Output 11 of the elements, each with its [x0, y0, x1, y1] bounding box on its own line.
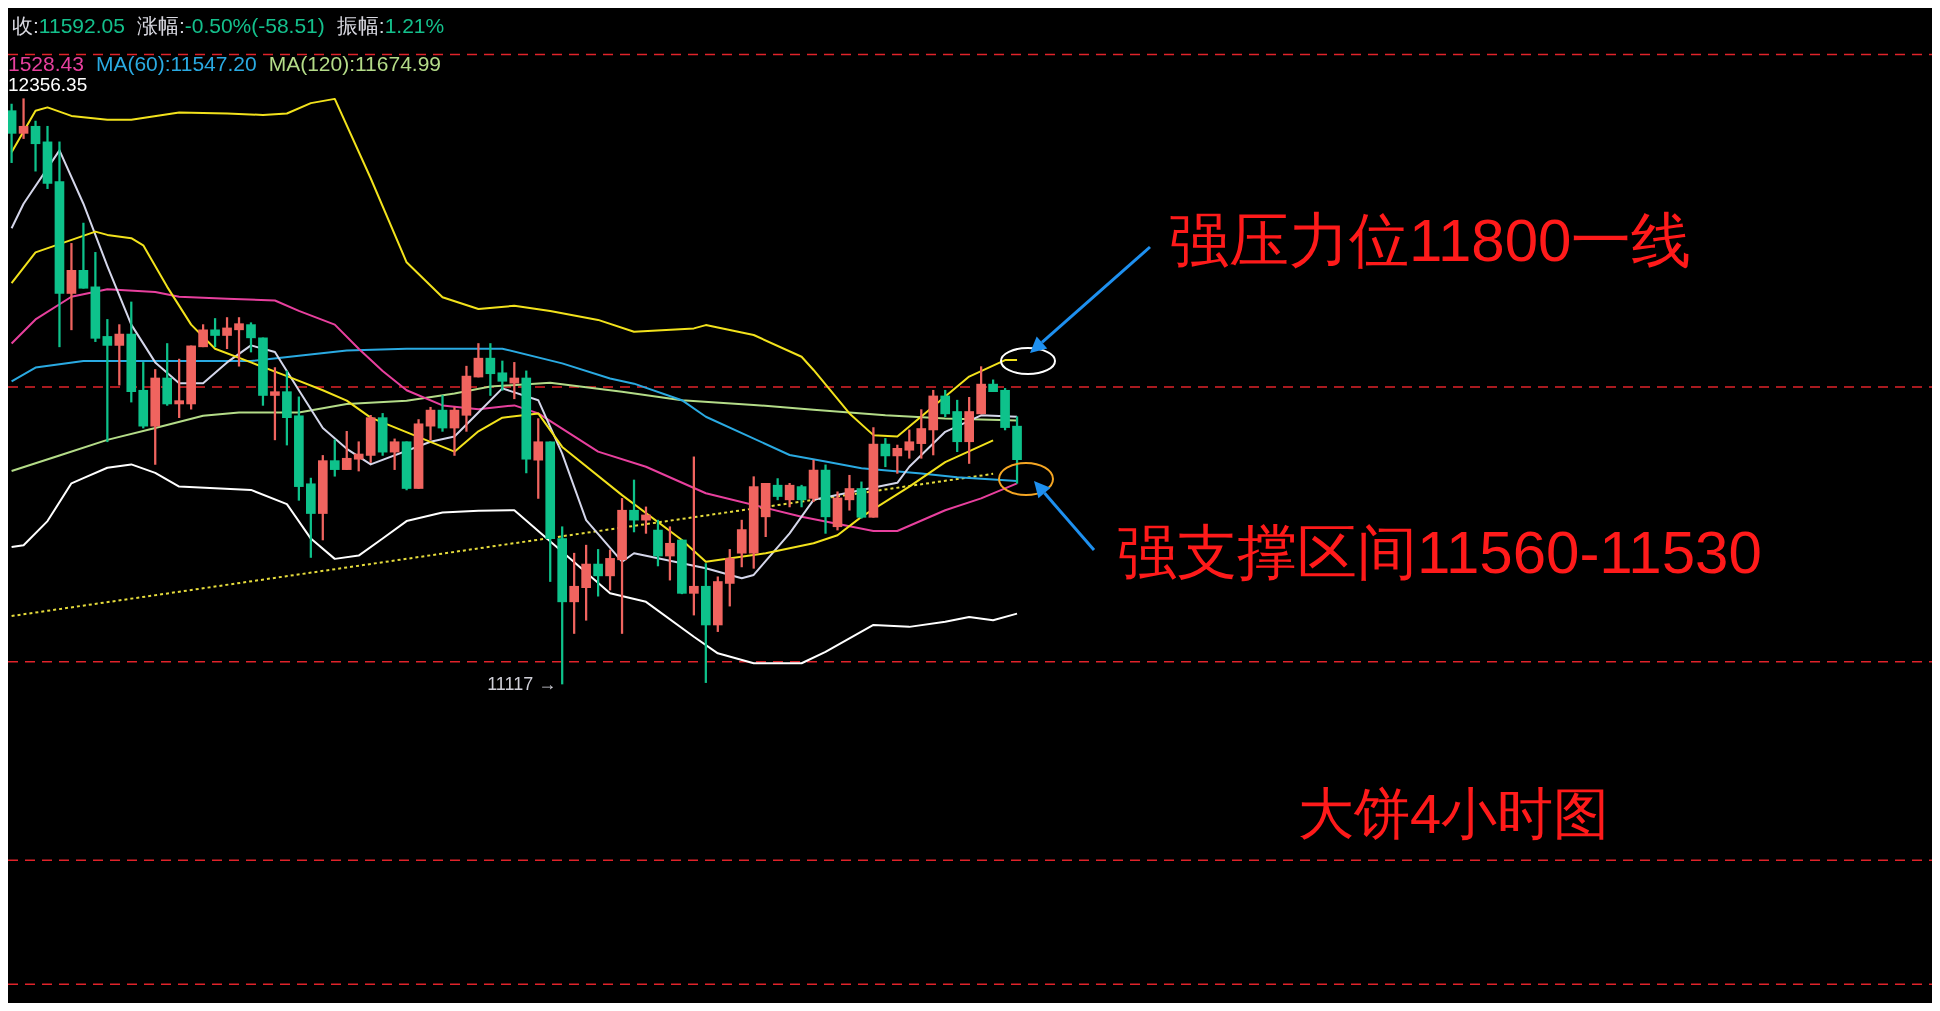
text: 收:11592.05 — [12, 14, 125, 37]
text: 大饼4小时图 — [1298, 781, 1610, 847]
text: 强支撑区间11560-11530 — [1117, 518, 1762, 588]
text: 强压力位11800一线 — [1169, 206, 1692, 276]
text: 振幅:1.21% — [336, 14, 445, 37]
text: 1528.43 — [8, 52, 84, 75]
text: MA(60):11547.20 — [95, 52, 257, 75]
text: 12356.35 — [8, 73, 88, 96]
text: MA(120):11674.99 — [268, 52, 442, 75]
annotation: 11117 → — [487, 673, 557, 695]
text: 涨幅:-0.50%(-58.51) — [136, 14, 325, 37]
